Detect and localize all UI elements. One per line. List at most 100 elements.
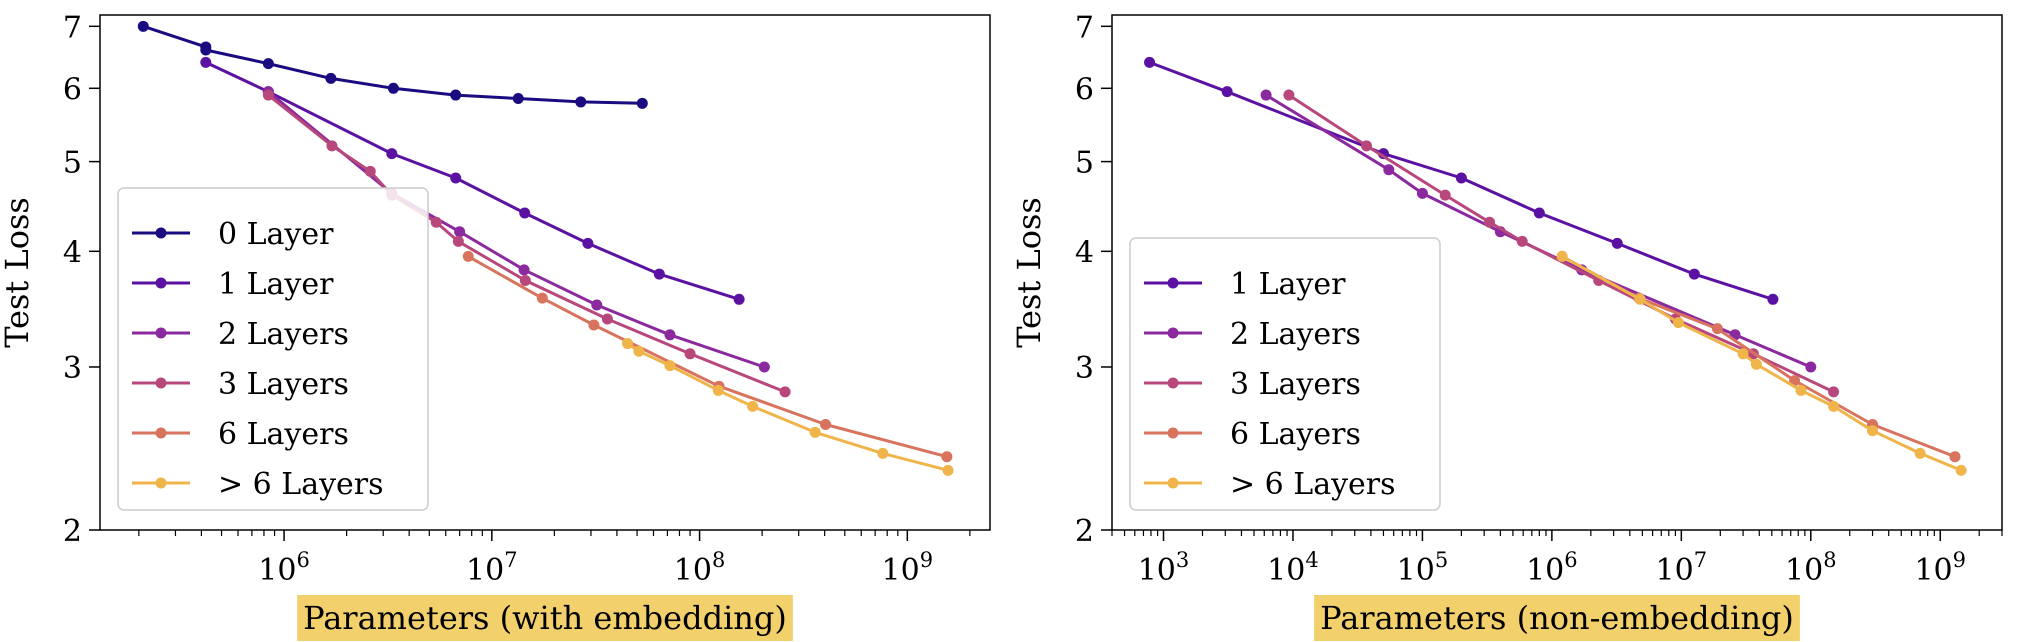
data-point [454,226,466,238]
x-axis-label-highlight [1314,595,1800,641]
x-tick-label-base: 10 [1656,553,1694,588]
legend-item: 2 Layers [132,317,349,352]
data-point [779,386,791,398]
data-point [1795,384,1807,396]
data-point [1750,358,1762,370]
data-point [387,82,399,94]
data-point [1439,189,1451,201]
data-point [430,216,442,228]
legend-label: 2 Layers [218,317,349,352]
data-point [575,96,587,108]
data-point [636,97,648,109]
x-tick-label: 104 [1267,548,1319,588]
x-tick-label: 103 [1138,548,1190,588]
data-point [452,235,464,247]
data-point [712,384,724,396]
data-point [1828,400,1840,412]
data-point [200,56,212,68]
data-point [1805,361,1817,373]
data-point [519,207,531,219]
y-tick-label: 7 [63,10,82,45]
legend-box [1129,237,1441,511]
x-tick-label: 108 [674,548,726,588]
data-point [942,464,954,476]
data-point [1711,323,1723,335]
legend-swatch-marker [1167,427,1179,439]
x-tick-label-base: 10 [1397,553,1435,588]
x-tick-label-base: 10 [1267,553,1305,588]
y-tick-label: 4 [1075,235,1094,270]
data-point [601,313,613,325]
x-axis-label-highlight [297,595,793,641]
data-point [684,348,696,360]
data-point [591,299,603,311]
y-axis-label: Test Loss [0,197,36,348]
data-point [1914,447,1926,459]
legend-label: 0 Layer [218,217,334,252]
x-tick-label-base: 10 [1785,553,1823,588]
data-point [512,92,524,104]
data-point [325,72,337,84]
data-point [1484,216,1496,228]
legend-label: 2 Layers [1230,317,1361,352]
x-tick-label-exponent: 4 [1305,548,1318,572]
data-point [462,250,474,262]
x-tick-label: 109 [1914,548,1966,588]
legend-item: > 6 Layers [132,467,384,502]
legend-item: 6 Layers [132,417,349,452]
x-tick-label: 107 [466,548,518,588]
legend-item: 0 Layer [132,217,334,252]
series-3 [1556,250,1961,463]
y-tick-label: 4 [63,235,82,270]
data-point [582,237,594,249]
data-point [1828,386,1840,398]
data-point [1260,89,1272,101]
x-tick-label-base: 10 [1914,553,1952,588]
legend-swatch-marker [1167,327,1179,339]
series-5 [622,338,954,476]
data-point [633,345,645,357]
data-point [386,148,398,160]
x-tick-label-exponent: 6 [1564,548,1577,572]
data-point [664,360,676,372]
x-tick-label-base: 10 [1138,553,1176,588]
x-tick-label-base: 10 [1526,553,1564,588]
data-point [1144,56,1156,68]
x-tick-label: 105 [1397,548,1449,588]
series-2 [1283,89,1840,398]
x-tick-label: 108 [1785,548,1837,588]
legend-label: 3 Layers [218,367,349,402]
x-tick-label-base: 10 [674,553,712,588]
legend-item: 2 Layers [1144,317,1361,352]
y-tick-label: 5 [1075,146,1094,181]
data-point [1634,293,1646,305]
series-line [626,342,949,472]
data-point [137,20,149,32]
legend-label: > 6 Layers [218,467,384,502]
series-4 [1556,250,1967,476]
x-minor-ticks [1111,530,2003,536]
y-tick-label: 2 [63,514,82,549]
data-point [758,361,770,373]
data-point [1949,451,1961,463]
x-axis-label: Parameters (non-embedding) [1320,599,1794,637]
series-4 [462,250,953,463]
data-point [1767,293,1779,305]
x-tick-label: 106 [258,548,310,588]
legend-swatch-marker [155,477,167,489]
legend: 0 Layer 1 Layer 2 Layers 3 Layers 6 Layers > … [117,187,429,511]
legend-item: 3 Layers [1144,367,1361,402]
x-tick-label-exponent: 3 [1176,548,1189,572]
y-tick-label: 5 [63,146,82,181]
y-tick-label: 3 [1075,351,1094,386]
data-point [622,338,634,350]
data-point [588,319,600,331]
data-point [820,419,832,431]
data-point [941,451,953,463]
x-tick-label-exponent: 8 [1823,548,1836,572]
legend-swatch-marker [155,327,167,339]
data-point [1672,317,1684,329]
legend-swatch-marker [155,277,167,289]
y-tick-label: 3 [63,351,82,386]
data-point [1416,187,1428,199]
